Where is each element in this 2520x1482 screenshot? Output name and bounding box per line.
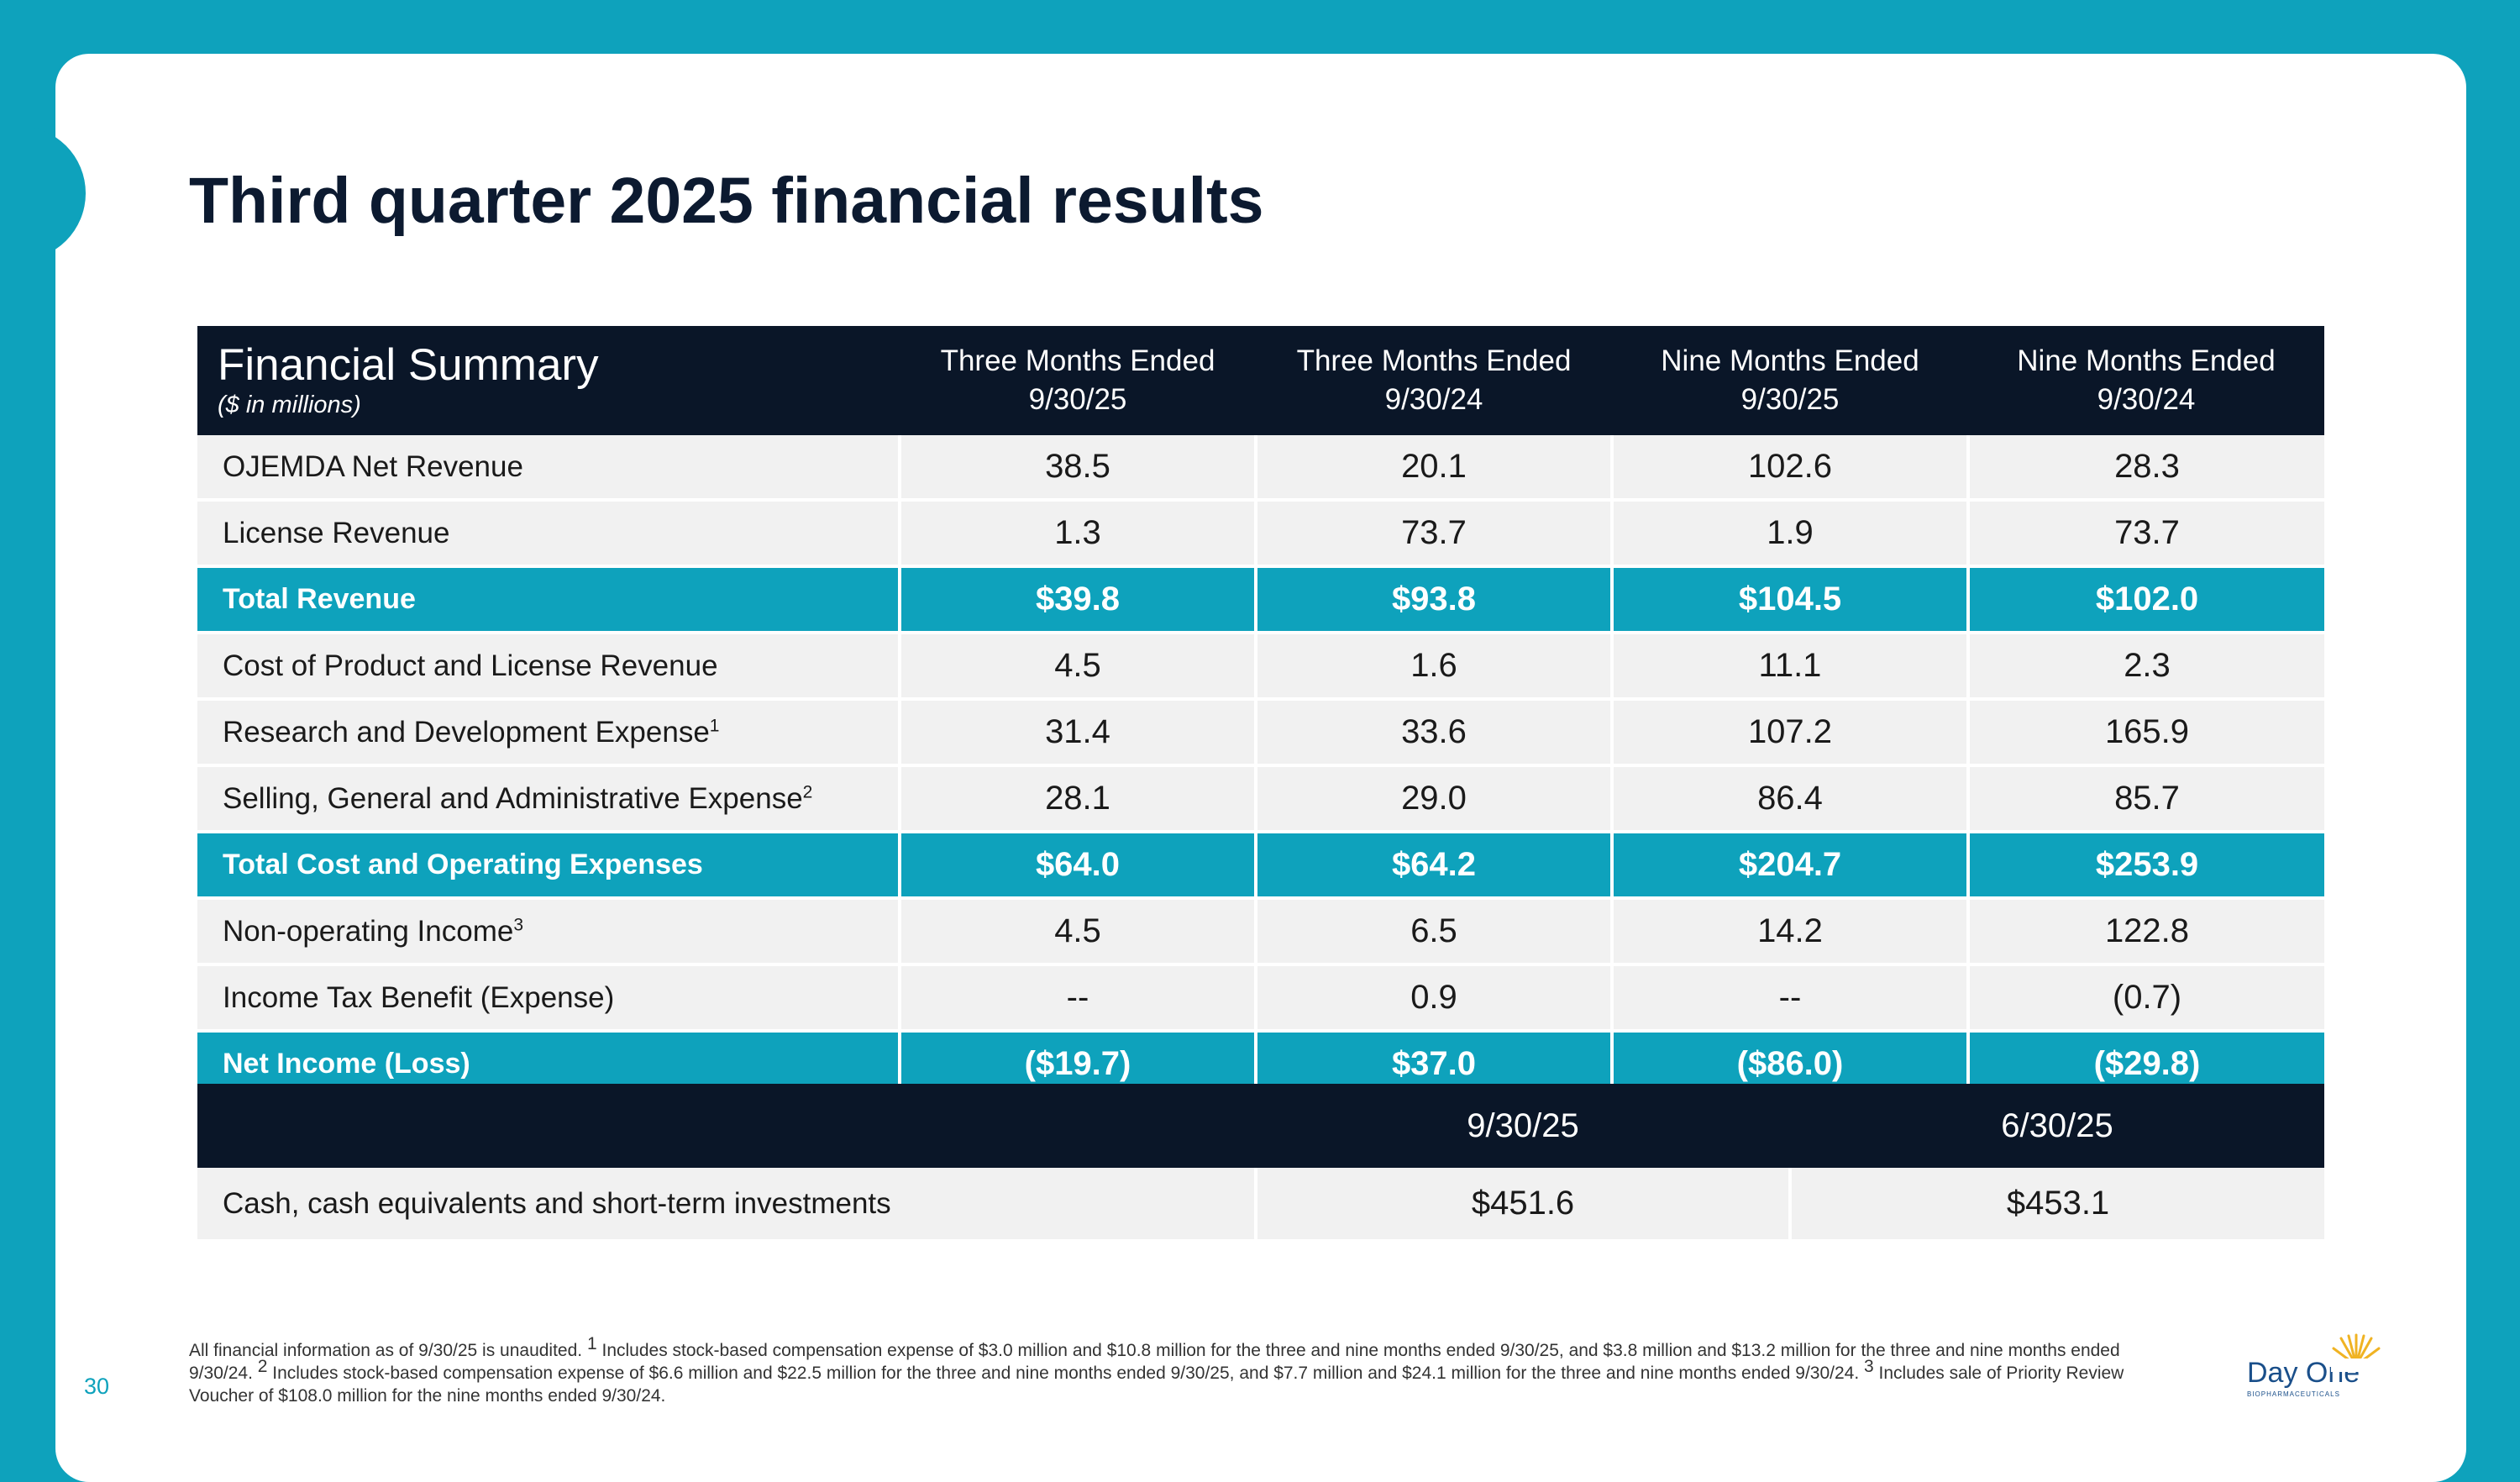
value-cell: 85.7 — [1968, 765, 2324, 833]
value-cell: 4.5 — [900, 633, 1257, 701]
cash-label: Cash, cash equivalents and short-term in… — [197, 1168, 1256, 1239]
value-cell: $64.0 — [900, 832, 1257, 900]
row-label: Non-operating Income3 — [197, 898, 901, 966]
value-cell: 4.5 — [900, 898, 1257, 966]
row-label: License Revenue — [197, 500, 901, 568]
column-header: Three Months Ended 9/30/24 — [1256, 326, 1612, 435]
column-header: Nine Months Ended 9/30/24 — [1968, 326, 2324, 435]
cash-value: $451.6 — [1254, 1168, 1790, 1239]
value-cell: 2.3 — [1968, 633, 2324, 701]
value-cell: $253.9 — [1968, 832, 2324, 900]
value-cell: 0.9 — [1256, 964, 1614, 1033]
financial-summary-table: Financial Summary ($ in millions) Three … — [197, 326, 2324, 1099]
table-row: Selling, General and Administrative Expe… — [197, 765, 2324, 833]
value-cell: 107.2 — [1612, 699, 1970, 767]
value-cell: $102.0 — [1968, 566, 2324, 634]
table-row: Cash, cash equivalents and short-term in… — [197, 1168, 2324, 1239]
summary-subtitle: ($ in millions) — [218, 392, 361, 418]
row-label: Total Cost and Operating Expenses — [197, 832, 901, 900]
cash-value: $453.1 — [1788, 1168, 2324, 1239]
row-label: Research and Development Expense1 — [197, 699, 901, 767]
column-header: Nine Months Ended 9/30/25 — [1612, 326, 1968, 435]
value-cell: (0.7) — [1968, 964, 2324, 1033]
table-row: OJEMDA Net Revenue 38.5 20.1 102.6 28.3 — [197, 435, 2324, 502]
table-row: Cost of Product and License Revenue 4.5 1.… — [197, 633, 2324, 701]
summary-title-cell: Financial Summary ($ in millions) — [197, 326, 900, 435]
table-header-row: Financial Summary ($ in millions) Three … — [197, 326, 2324, 435]
value-cell: 29.0 — [1256, 765, 1614, 833]
value-cell: $39.8 — [900, 566, 1257, 634]
table-row: Income Tax Benefit (Expense) -- 0.9 -- (0.7) — [197, 964, 2324, 1033]
value-cell: 6.5 — [1256, 898, 1614, 966]
value-cell: 31.4 — [900, 699, 1257, 767]
value-cell: 1.6 — [1256, 633, 1614, 701]
page-number: 30 — [84, 1374, 110, 1399]
value-cell: 28.1 — [900, 765, 1257, 833]
footnote: All financial information as of 9/30/25 … — [189, 1334, 2124, 1406]
value-cell: 28.3 — [1968, 435, 2324, 502]
value-cell: 14.2 — [1612, 898, 1970, 966]
row-label: Income Tax Benefit (Expense) — [197, 964, 901, 1033]
summary-title: Financial Summary — [218, 340, 599, 390]
value-cell: $64.2 — [1256, 832, 1614, 900]
row-label: OJEMDA Net Revenue — [197, 435, 901, 502]
company-logo: Day One BIOPHARMACEUTICALS — [2247, 1330, 2390, 1398]
logo-tagline: BIOPHARMACEUTICALS — [2247, 1390, 2340, 1398]
value-cell: 33.6 — [1256, 699, 1614, 767]
total-row: Total Revenue $39.8 $93.8 $104.5 $102.0 — [197, 566, 2324, 634]
value-cell: $204.7 — [1612, 832, 1970, 900]
value-cell: 20.1 — [1256, 435, 1614, 502]
row-label: Cost of Product and License Revenue — [197, 633, 901, 701]
table-row: Non-operating Income3 4.5 6.5 14.2 122.8 — [197, 898, 2324, 966]
value-cell: 122.8 — [1968, 898, 2324, 966]
table-row: License Revenue 1.3 73.7 1.9 73.7 — [197, 500, 2324, 568]
value-cell: -- — [1612, 964, 1970, 1033]
row-label: Total Revenue — [197, 566, 901, 634]
value-cell: 86.4 — [1612, 765, 1970, 833]
cash-header-blank — [197, 1084, 1256, 1168]
cash-table: 9/30/25 6/30/25 Cash, cash equivalents a… — [197, 1084, 2324, 1239]
value-cell: 1.9 — [1612, 500, 1970, 568]
column-header: Three Months Ended 9/30/25 — [900, 326, 1256, 435]
value-cell: $93.8 — [1256, 566, 1614, 634]
value-cell: 102.6 — [1612, 435, 1970, 502]
total-row: Total Cost and Operating Expenses $64.0 $6… — [197, 832, 2324, 900]
cash-column-header: 9/30/25 — [1256, 1084, 1790, 1168]
cash-column-header: 6/30/25 — [1790, 1084, 2324, 1168]
value-cell: 38.5 — [900, 435, 1257, 502]
value-cell: -- — [900, 964, 1257, 1033]
page-title: Third quarter 2025 financial results — [189, 165, 1264, 237]
value-cell: $104.5 — [1612, 566, 1970, 634]
cash-header-row: 9/30/25 6/30/25 — [197, 1084, 2324, 1168]
value-cell: 73.7 — [1256, 500, 1614, 568]
value-cell: 165.9 — [1968, 699, 2324, 767]
row-label: Selling, General and Administrative Expe… — [197, 765, 901, 833]
sun-icon — [2331, 1333, 2381, 1372]
value-cell: 1.3 — [900, 500, 1257, 568]
table-row: Research and Development Expense1 31.4 33.… — [197, 699, 2324, 767]
value-cell: 11.1 — [1612, 633, 1970, 701]
value-cell: 73.7 — [1968, 500, 2324, 568]
